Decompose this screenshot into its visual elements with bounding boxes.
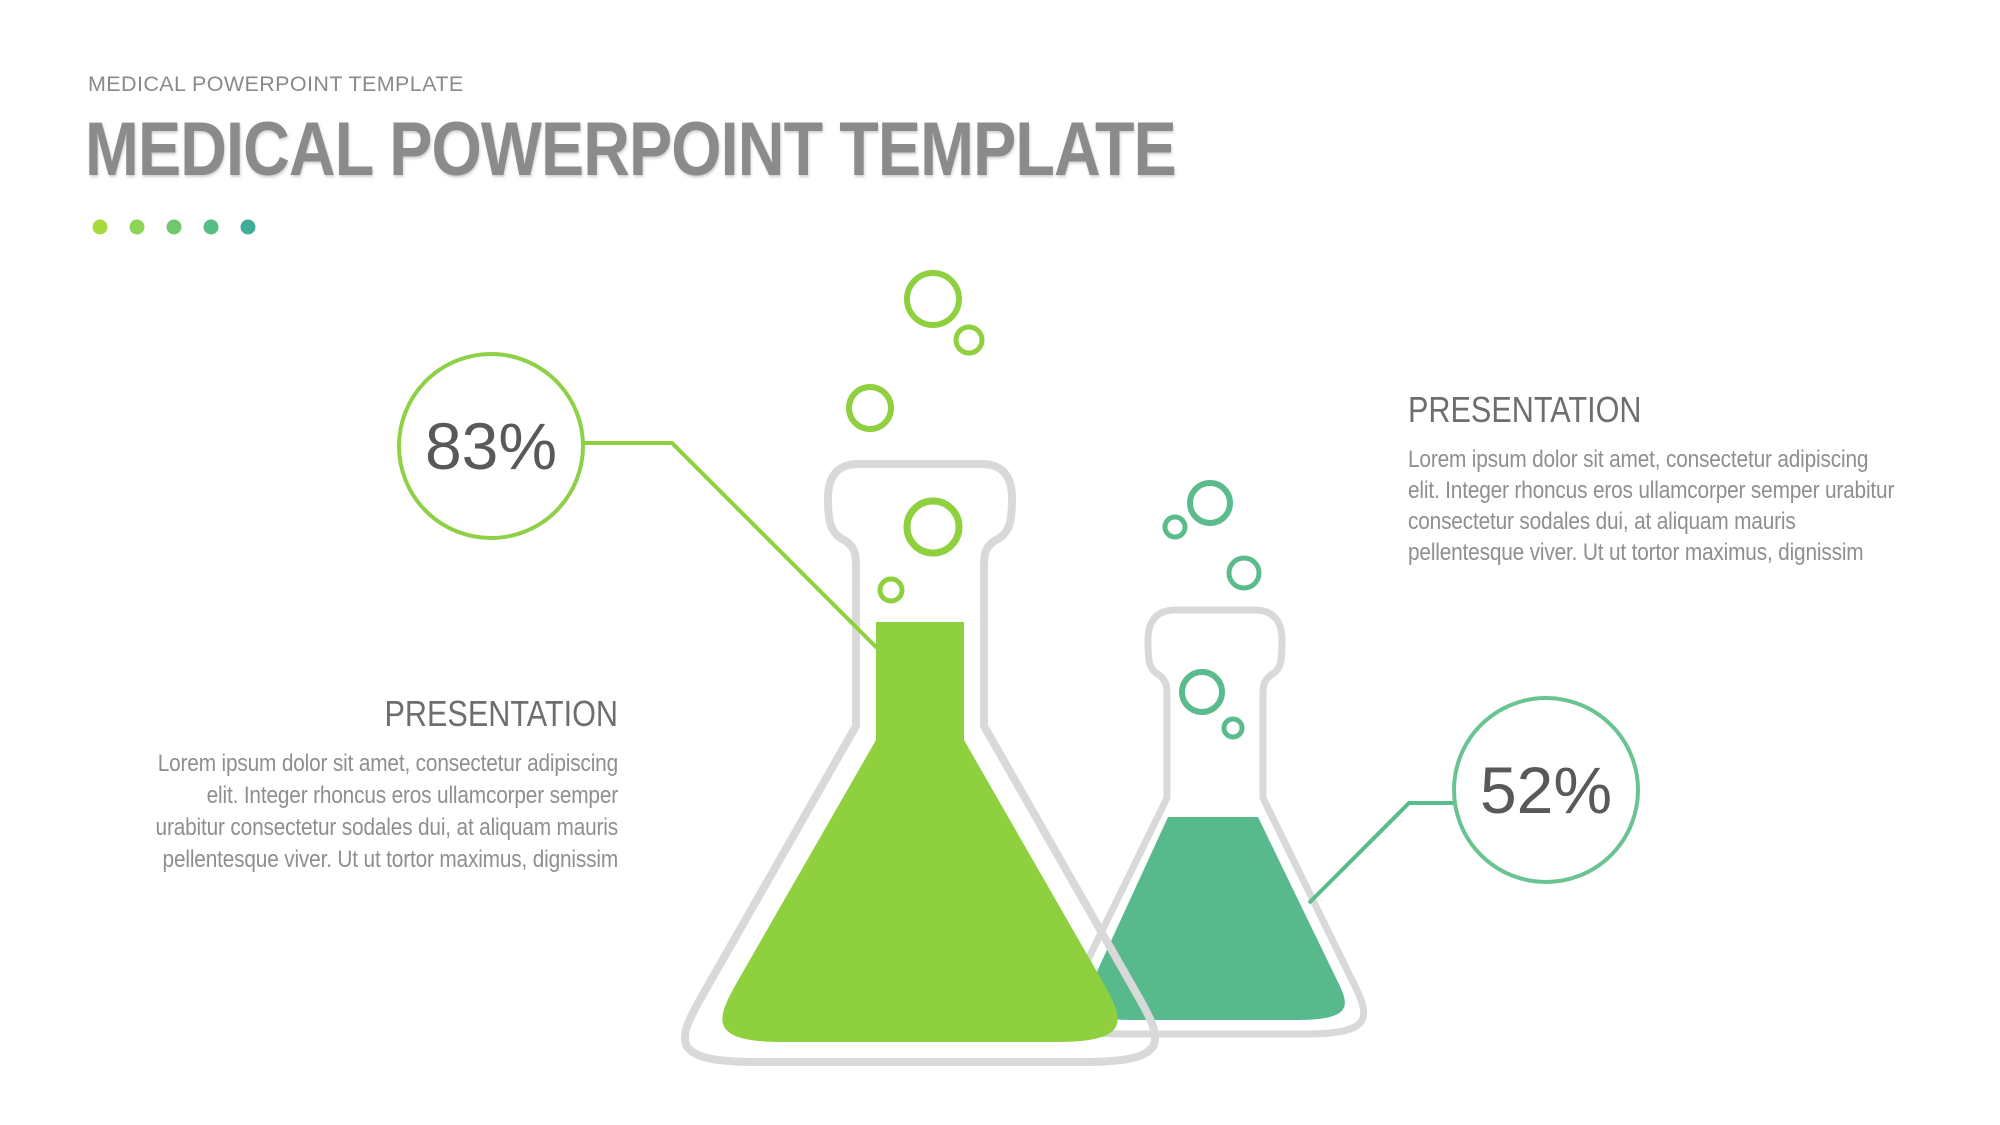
body-line: urabitur consectetur sodales dui, at ali… xyxy=(155,814,619,841)
body-line: elit. Integer rhoncus eros ullamcorper s… xyxy=(206,782,619,809)
bubble-icon xyxy=(903,497,963,557)
percent-value-52: 52% xyxy=(1479,753,1613,827)
percent-value-83: 83% xyxy=(424,409,558,483)
block-body: Lorem ipsum dolor sit amet, consectetur … xyxy=(1408,444,1894,568)
text-block-right: PRESENTATION Lorem ipsum dolor sit amet,… xyxy=(1408,390,1980,568)
accent-dots xyxy=(92,219,256,235)
small-flask-bubbles xyxy=(1162,480,1262,740)
bubble-icon xyxy=(904,270,962,328)
bubble-icon xyxy=(1179,669,1225,715)
callout-circle-83 xyxy=(397,352,585,540)
text-block-left: PRESENTATION Lorem ipsum dolor sit amet,… xyxy=(38,693,619,876)
block-heading: PRESENTATION xyxy=(1408,389,1642,430)
large-flask-bubbles xyxy=(846,270,985,604)
slide-title: MEDICAL POWERPOINT TEMPLATE xyxy=(85,107,1177,192)
callout-circle-52 xyxy=(1452,696,1640,884)
body-line: elit. Integer rhoncus eros ullamcorper s… xyxy=(1408,477,1895,504)
bubble-icon xyxy=(877,576,905,604)
bubble-icon xyxy=(1221,716,1245,740)
bubble-icon xyxy=(1187,480,1233,526)
callout-line-52 xyxy=(1307,801,1456,905)
accent-dot xyxy=(129,219,145,235)
accent-dot xyxy=(166,219,182,235)
accent-dot xyxy=(240,219,256,235)
small-flask-outline xyxy=(1062,606,1368,1038)
body-line: pellentesque viver. Ut ut tortor maximus… xyxy=(162,846,619,873)
bubble-icon xyxy=(953,324,985,356)
slide-kicker: MEDICAL POWERPOINT TEMPLATE xyxy=(88,72,464,96)
body-line: pellentesque viver. Ut ut tortor maximus… xyxy=(1408,539,1864,566)
body-line: consectetur sodales dui, at aliquam maur… xyxy=(1408,508,1796,535)
bubble-icon xyxy=(1162,514,1188,540)
accent-dot xyxy=(203,219,219,235)
bubble-icon xyxy=(1226,555,1262,591)
large-flask-liquid xyxy=(722,622,1118,1042)
large-flask-outline xyxy=(680,460,1160,1066)
accent-dot xyxy=(92,219,108,235)
body-line: Lorem ipsum dolor sit amet, consectetur … xyxy=(157,750,618,777)
block-body: Lorem ipsum dolor sit amet, consectetur … xyxy=(125,748,619,876)
body-line: Lorem ipsum dolor sit amet, consectetur … xyxy=(1408,446,1869,473)
callout-line-83 xyxy=(583,441,879,650)
block-heading: PRESENTATION xyxy=(384,693,618,734)
bubble-icon xyxy=(846,384,894,432)
small-flask-liquid xyxy=(1085,817,1345,1020)
